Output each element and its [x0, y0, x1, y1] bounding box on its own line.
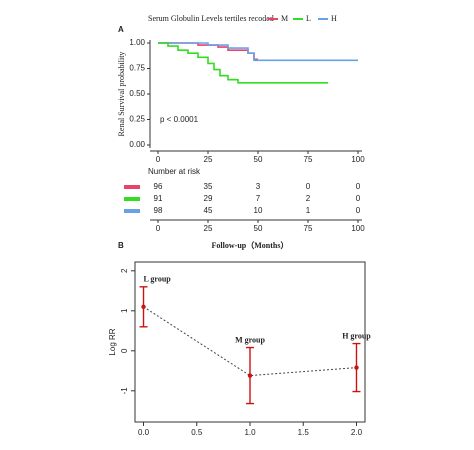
x-tick-label: 25	[204, 224, 213, 233]
panel-label: B	[118, 241, 124, 250]
x-tick-label: 1.5	[298, 428, 310, 437]
risk-count: 3	[256, 182, 261, 191]
x-tick-label: 100	[351, 224, 365, 233]
legend-label: L	[306, 14, 311, 23]
x-tick-label: 0	[156, 224, 161, 233]
x-tick-label: 50	[254, 224, 263, 233]
point	[247, 373, 253, 378]
row-key	[124, 197, 140, 201]
row-key	[124, 185, 140, 189]
point	[141, 304, 146, 309]
table-title: Number at risk	[148, 167, 201, 176]
risk-count: 96	[154, 182, 163, 191]
survival-curve	[158, 42, 358, 62]
legend-label: H	[331, 14, 337, 23]
point-label: M group	[235, 335, 265, 344]
x-tick-label: 25	[204, 155, 213, 164]
y-tick-label: 2	[120, 268, 129, 273]
risk-count: 2	[306, 194, 311, 203]
point	[354, 365, 359, 370]
risk-count: 0	[356, 182, 361, 191]
risk-count: 7	[256, 194, 261, 203]
risk-count: 98	[154, 206, 163, 215]
x-axis-label: Follow-up（Months）	[212, 240, 289, 250]
y-tick-label: 1.00	[129, 38, 145, 47]
y-axis-label: Renal Survival probability	[117, 52, 126, 137]
risk-count: 0	[356, 206, 361, 215]
y-tick-label: 0	[120, 348, 129, 353]
x-tick-label: 2.0	[351, 428, 363, 437]
risk-count: 35	[204, 182, 213, 191]
x-tick-label: 1.0	[244, 428, 256, 437]
legend-title: Serum Globulin Levels tertiles recoded	[148, 14, 274, 23]
p-value: p < 0.0001	[160, 115, 199, 124]
risk-count: 0	[356, 194, 361, 203]
risk-count: 10	[254, 206, 263, 215]
y-axis-label: Log RR	[108, 328, 117, 355]
point-label: L group	[144, 275, 172, 284]
x-tick-label: 0.5	[191, 428, 203, 437]
y-tick-label: 0.25	[129, 115, 145, 124]
x-tick-label: 0.0	[138, 428, 150, 437]
y-tick-label: 0.50	[129, 89, 145, 98]
x-tick-label: 0	[156, 155, 161, 164]
x-tick-label: 50	[254, 155, 263, 164]
connector	[143, 306, 357, 377]
x-tick-label: 100	[351, 155, 365, 164]
y-tick-label: 0.00	[129, 140, 145, 149]
x-tick-label: 75	[304, 224, 313, 233]
risk-count: 0	[306, 182, 311, 191]
y-tick-label: 1	[120, 308, 129, 313]
survival-curve	[158, 42, 328, 84]
y-tick-label: 0.75	[129, 64, 145, 73]
risk-count: 29	[204, 194, 213, 203]
row-key	[124, 209, 140, 213]
panel-label: A	[118, 25, 124, 34]
x-tick-label: 75	[304, 155, 313, 164]
legend-label: M	[281, 14, 288, 23]
risk-count: 91	[154, 194, 163, 203]
risk-count: 45	[204, 206, 213, 215]
risk-count: 1	[306, 206, 311, 215]
y-tick-label: -1	[120, 387, 129, 395]
point-label: H group	[342, 331, 371, 340]
